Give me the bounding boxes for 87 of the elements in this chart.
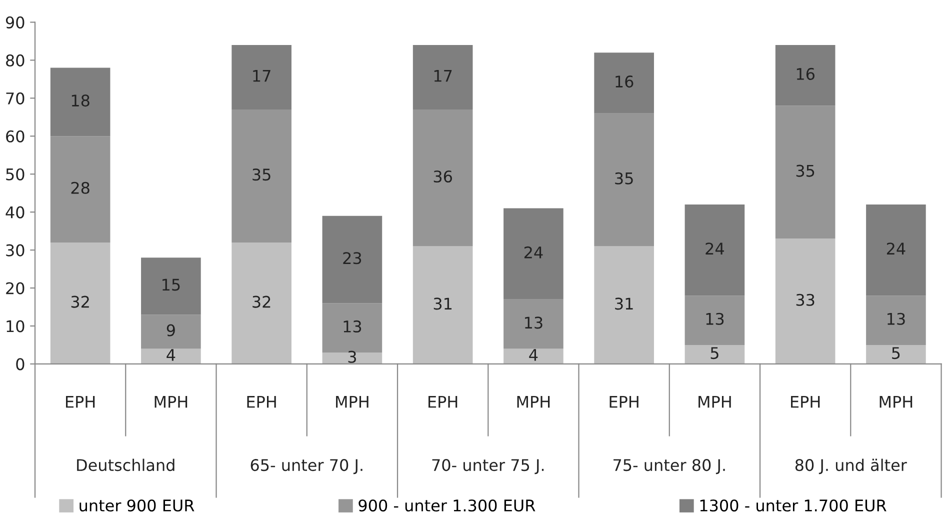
data-label: 35	[252, 168, 270, 181]
bar	[141, 348, 201, 364]
bar	[775, 45, 836, 106]
bar	[50, 242, 110, 364]
y-tick-label: 30	[6, 244, 24, 256]
data-label: 33	[796, 294, 814, 306]
y-tick-label: 80	[6, 54, 24, 66]
bar	[141, 258, 201, 315]
data-label: 23	[343, 252, 362, 264]
bar	[775, 106, 836, 239]
bar	[684, 204, 745, 296]
data-label: 3	[348, 350, 356, 363]
text: 75- unter 80 J.	[614, 459, 725, 474]
data-label: 15	[162, 278, 180, 291]
data-label: 24	[706, 242, 724, 254]
text: 70- unter 75 J.	[432, 459, 544, 474]
legend-label: 900 - unter 1.300 EUR	[358, 499, 536, 512]
x-tick-label: EPH	[791, 396, 820, 408]
bar	[594, 246, 654, 364]
y-tick-label: 0	[16, 358, 24, 370]
text: Deutschland	[77, 458, 174, 472]
data-label: 13	[344, 320, 362, 333]
y-tick-label: 10	[6, 320, 24, 332]
data-label: 35	[615, 172, 633, 184]
x-tick-label: MPH	[880, 396, 912, 408]
bar	[504, 299, 564, 349]
x-tick-label: EPH	[247, 396, 276, 408]
x-tick-label: MPH	[336, 396, 368, 408]
x-tick-label: EPH	[428, 396, 458, 408]
x-tick-label: EPH	[66, 396, 95, 408]
bar	[141, 314, 201, 349]
data-label: 32	[71, 296, 89, 308]
data-label: 5	[892, 347, 900, 360]
data-label: 13	[888, 312, 905, 325]
bar	[50, 136, 110, 242]
data-label: 35	[796, 164, 814, 177]
data-label: 36	[434, 170, 452, 183]
data-label: 32	[252, 296, 270, 308]
data-label: 17	[434, 70, 452, 82]
bar	[684, 344, 745, 364]
bar	[504, 208, 564, 300]
data-label: 4	[529, 349, 538, 361]
data-label: 28	[71, 182, 90, 194]
data-label: 24	[524, 246, 543, 258]
bar	[322, 216, 382, 304]
bar	[232, 45, 292, 110]
y-tick-label: 70	[6, 92, 24, 104]
data-label: 9	[166, 324, 175, 336]
bar	[594, 52, 654, 114]
x-tick-label: MPH	[517, 396, 550, 408]
bar	[232, 242, 292, 364]
data-label: 31	[434, 298, 452, 310]
x-tick-label: MPH	[698, 396, 731, 408]
x-tick-label: MPH	[154, 396, 188, 408]
bar	[775, 238, 836, 364]
y-tick-label: 20	[6, 282, 24, 294]
bar	[412, 45, 473, 110]
y-tick-label: 40	[6, 206, 24, 218]
data-label: 18	[72, 94, 90, 107]
bar	[684, 296, 745, 345]
data-label: 17	[253, 70, 270, 82]
data-label: 4	[166, 349, 176, 361]
data-label: 16	[796, 68, 814, 80]
y-tick-label: 60	[6, 130, 24, 142]
bar	[866, 204, 926, 296]
data-label: 5	[710, 347, 718, 360]
data-label: 31	[615, 298, 633, 310]
legend-label: unter 900 EUR	[80, 499, 194, 512]
bar	[504, 348, 564, 364]
text: 80 J. und älter	[795, 458, 907, 474]
x-tick-label: EPH	[610, 396, 638, 408]
legend-label: 1300 - unter 1.700 EUR	[700, 499, 886, 512]
bar	[866, 344, 926, 364]
text: 65- unter 70 J.	[250, 459, 362, 474]
bar	[50, 68, 110, 136]
bar	[412, 110, 473, 246]
data-label: 16	[616, 76, 634, 88]
data-label: 13	[706, 312, 724, 325]
bar	[594, 113, 654, 246]
bar	[866, 296, 926, 345]
y-tick-label: 50	[6, 168, 24, 180]
y-tick-label: 90	[6, 16, 24, 29]
data-label: 13	[525, 316, 542, 329]
bar	[322, 352, 382, 364]
bar	[412, 246, 473, 364]
data-label: 24	[886, 242, 906, 254]
bar	[232, 110, 292, 242]
